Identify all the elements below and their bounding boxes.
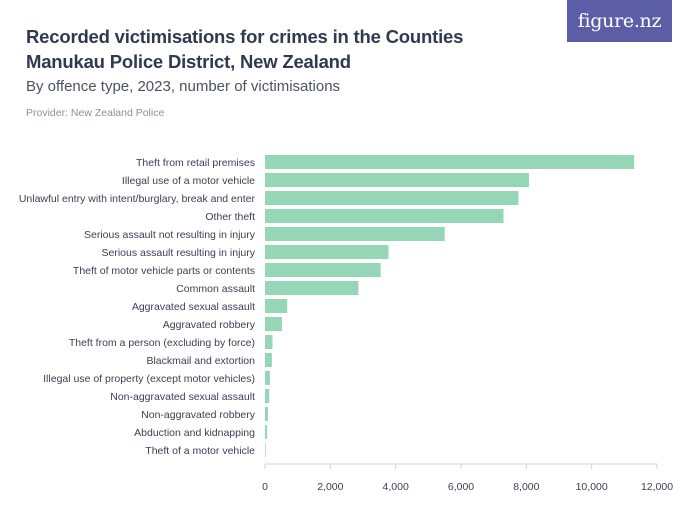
bar-11 xyxy=(265,353,272,367)
x-tick-label-6: 12,000 xyxy=(641,481,673,493)
chart-title: Recorded victimisations for crimes in th… xyxy=(26,26,464,72)
category-label-2: Unlawful entry with intent/burglary, bre… xyxy=(19,193,256,205)
x-tick-label-4: 8,000 xyxy=(513,481,539,493)
bar-2 xyxy=(265,191,519,205)
category-label-16: Theft of a motor vehicle xyxy=(145,445,255,457)
category-label-5: Serious assault resulting in injury xyxy=(102,247,256,259)
bar-13 xyxy=(265,389,270,403)
category-label-11: Blackmail and extortion xyxy=(146,355,255,367)
category-label-13: Non-aggravated sexual assault xyxy=(110,391,255,403)
bar-7 xyxy=(265,281,359,295)
bar-1 xyxy=(265,173,529,187)
x-tick-label-5: 10,000 xyxy=(576,481,608,493)
bar-8 xyxy=(265,299,288,313)
plot-area: Theft from retail premises Illegal use of… xyxy=(19,155,673,493)
data-provider: Provider: New Zealand Police xyxy=(26,107,165,119)
x-tick-label-3: 6,000 xyxy=(448,481,474,493)
category-label-8: Aggravated sexual assault xyxy=(132,301,255,313)
bar-10 xyxy=(265,335,273,349)
category-label-4: Serious assault not resulting in injury xyxy=(84,229,256,241)
figure-nz-logo[interactable]: figure.nz xyxy=(567,0,672,42)
bar-0 xyxy=(265,155,635,169)
category-label-7: Common assault xyxy=(176,283,255,295)
x-tick-label-1: 2,000 xyxy=(317,481,343,493)
category-label-6: Theft of motor vehicle parts or contents xyxy=(73,265,255,277)
chart-subtitle: By offence type, 2023, number of victimi… xyxy=(26,78,341,95)
category-label-9: Aggravated robbery xyxy=(163,319,256,331)
bar-16 xyxy=(265,443,266,457)
category-label-3: Other theft xyxy=(205,211,255,223)
category-label-15: Abduction and kidnapping xyxy=(134,427,255,439)
bar-9 xyxy=(265,317,282,331)
x-tick-label-0: 0 xyxy=(262,481,268,493)
bar-5 xyxy=(265,245,389,259)
bar-3 xyxy=(265,209,504,223)
bar-15 xyxy=(265,425,267,439)
bar-6 xyxy=(265,263,381,277)
bar-14 xyxy=(265,407,268,421)
x-tick-label-2: 4,000 xyxy=(383,481,409,493)
bar-4 xyxy=(265,227,445,241)
category-label-10: Theft from a person (excluding by force) xyxy=(69,337,255,349)
category-label-14: Non-aggravated robbery xyxy=(141,409,256,421)
category-label-12: Illegal use of property (except motor ve… xyxy=(43,373,255,385)
category-label-1: Illegal use of a motor vehicle xyxy=(122,175,255,187)
bar-12 xyxy=(265,371,270,385)
category-label-0: Theft from retail premises xyxy=(136,157,255,169)
